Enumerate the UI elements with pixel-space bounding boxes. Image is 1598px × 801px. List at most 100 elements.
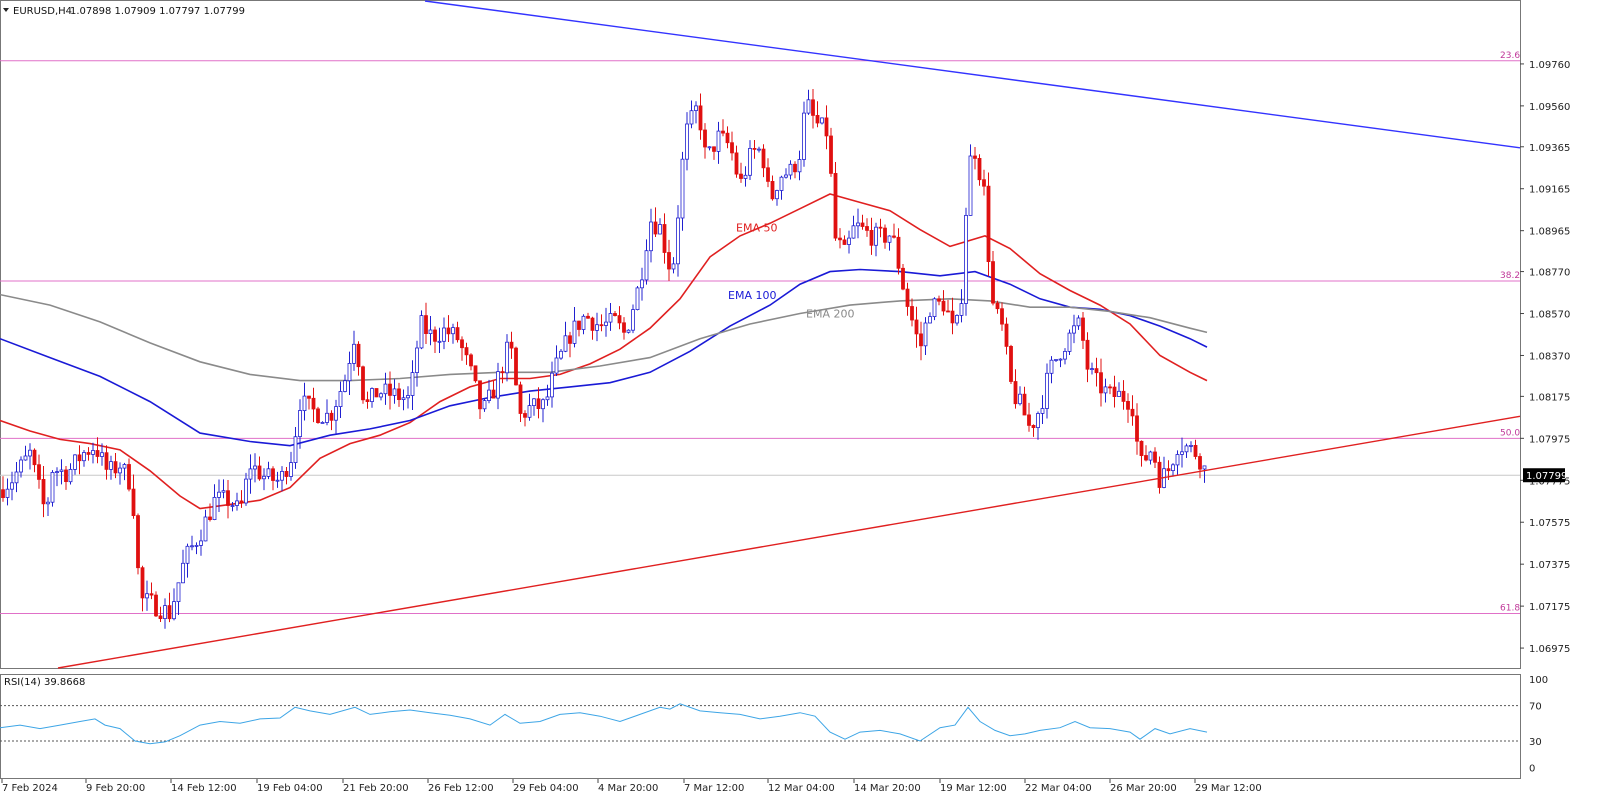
- candle: [892, 223, 896, 239]
- candle: [514, 346, 518, 386]
- time-tick-label: 26 Mar 20:00: [1110, 783, 1177, 794]
- candle: [964, 207, 968, 316]
- candle: [419, 310, 424, 350]
- candle: [109, 455, 113, 480]
- candle: [1009, 344, 1013, 384]
- time-tick-label: 21 Feb 20:00: [343, 783, 409, 794]
- trend-lines[interactable]: [57, 0, 1521, 669]
- candle: [1099, 358, 1103, 407]
- candle: [865, 218, 869, 237]
- candle: [883, 224, 887, 249]
- time-tick-label: 7 Mar 12:00: [684, 783, 744, 794]
- candle: [59, 459, 64, 485]
- candle: [437, 327, 442, 353]
- candle: [541, 398, 545, 423]
- price-tick-label: 1.07575: [1529, 518, 1570, 529]
- candle: [658, 218, 662, 235]
- candle: [181, 549, 185, 584]
- time-tick-label: 9 Feb 20:00: [86, 783, 145, 794]
- candle: [86, 447, 91, 461]
- candle: [464, 342, 469, 365]
- candle: [1184, 443, 1189, 458]
- candle: [356, 341, 361, 376]
- candle: [158, 606, 163, 622]
- price-tick-label: 1.08175: [1529, 392, 1570, 403]
- candle: [302, 382, 307, 421]
- candle: [1202, 465, 1207, 483]
- candle: [829, 127, 833, 177]
- price-tick-label: 1.09365: [1529, 143, 1570, 154]
- candle: [887, 235, 892, 251]
- candle: [95, 437, 100, 464]
- candle: [316, 406, 320, 424]
- time-tick-label: 26 Feb 12:00: [428, 783, 494, 794]
- candle: [325, 399, 329, 426]
- candle: [428, 316, 433, 346]
- ema-line: [0, 293, 1208, 382]
- candle: [1094, 357, 1099, 387]
- symbol-title: EURUSD,H4: [13, 6, 72, 17]
- candle: [131, 474, 136, 519]
- candle: [932, 297, 937, 321]
- trend-line-resistance[interactable]: [424, 0, 1521, 149]
- candle: [343, 374, 347, 393]
- candle: [473, 365, 478, 383]
- candle: [176, 582, 181, 615]
- candle: [253, 453, 257, 483]
- ema-labels: EMA 50 EMA 100 EMA 200: [728, 222, 854, 321]
- candle: [1072, 314, 1076, 344]
- candle: [640, 267, 644, 301]
- candle: [1121, 380, 1126, 410]
- candle: [707, 146, 712, 151]
- candle: [334, 399, 338, 435]
- candle: [1103, 378, 1108, 403]
- candle: [568, 331, 572, 358]
- candle: [959, 289, 964, 323]
- candle: [676, 205, 680, 277]
- candle: [5, 478, 10, 506]
- candle: [941, 290, 946, 316]
- candle: [1054, 359, 1058, 362]
- candle: [451, 323, 455, 344]
- candle: [154, 591, 158, 617]
- candle: [928, 312, 932, 324]
- candle: [793, 161, 797, 179]
- rsi-label: RSI(14) 39.8668: [4, 677, 85, 688]
- candle: [37, 454, 41, 489]
- candle: [1027, 402, 1031, 432]
- rsi-panel-frame: [0, 674, 1521, 779]
- candle: [311, 387, 316, 423]
- candle: [352, 330, 356, 371]
- candle: [1036, 411, 1040, 440]
- candle: [797, 150, 802, 181]
- fibonacci-levels: 23.6 38.2 50.0 61.8: [0, 51, 1520, 614]
- candle: [635, 286, 640, 311]
- price-axis: 1.09760 1.09560 1.09365 1.09165 1.08965 1.087…: [1520, 60, 1570, 655]
- candle: [721, 119, 725, 137]
- candle: [613, 311, 617, 317]
- candle: [977, 154, 982, 186]
- price-tick-label: 1.09560: [1529, 102, 1570, 113]
- candle: [698, 93, 703, 140]
- price-tick-label: 1.07375: [1529, 560, 1570, 571]
- candle: [856, 208, 860, 239]
- candle: [1076, 315, 1081, 330]
- candle: [689, 100, 694, 129]
- candle: [986, 172, 991, 277]
- candle: [388, 371, 392, 410]
- candle: [122, 462, 127, 481]
- candle: [820, 117, 824, 125]
- candle: [28, 443, 32, 470]
- candle: [383, 372, 388, 405]
- candle: [1090, 362, 1094, 375]
- candle: [221, 479, 226, 499]
- candle: [1045, 363, 1049, 419]
- candle: [518, 381, 523, 422]
- price-tick-label: 1.06975: [1529, 644, 1570, 655]
- trend-line-support[interactable]: [57, 415, 1521, 669]
- candle: [712, 146, 716, 160]
- candle: [1180, 437, 1184, 468]
- chevron-down-icon[interactable]: [3, 8, 9, 12]
